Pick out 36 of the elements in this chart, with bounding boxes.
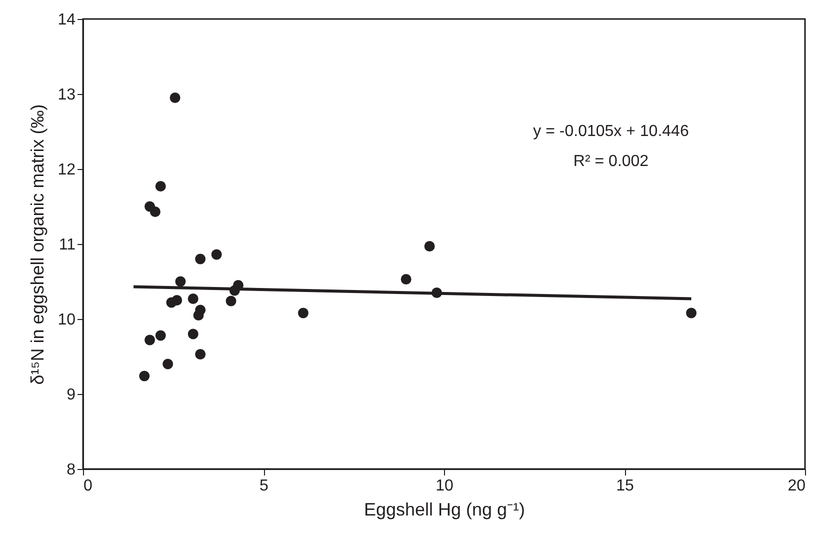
y-tick-label: 12 [58, 162, 76, 178]
point [195, 254, 206, 264]
y-tick-label: 11 [58, 236, 76, 254]
point [226, 296, 236, 306]
point [144, 334, 156, 346]
point [400, 274, 412, 284]
point [686, 308, 697, 318]
y-tick-label: 14 [58, 12, 76, 28]
x-tick-label: 15 [616, 478, 634, 494]
point [195, 349, 206, 360]
y-tick-label: 10 [58, 312, 76, 328]
y-axis-title: δ¹⁵N in eggshell organic matrix (‰) [28, 104, 48, 385]
point [155, 330, 166, 341]
point [188, 328, 198, 340]
x-tick-label: 20 [788, 478, 806, 494]
annotation: y = -0.0105x + 10.446 [533, 123, 689, 140]
point [150, 206, 160, 217]
x-axis-title: Eggshell Hg (ng g⁻¹) [364, 500, 526, 520]
point [424, 241, 435, 252]
point [162, 358, 174, 370]
annotation: R² = 0.002 [573, 153, 649, 170]
x-tick-label: 0 [84, 478, 92, 494]
point [155, 181, 166, 192]
point [170, 92, 180, 103]
y-tick-label: 13 [58, 86, 76, 104]
y-tick-label: 8 [66, 462, 76, 478]
point [139, 370, 150, 382]
point [298, 308, 308, 318]
x-tick-label: 10 [436, 478, 454, 494]
point [193, 310, 204, 320]
point [211, 249, 222, 260]
point [166, 297, 177, 308]
point [175, 276, 186, 287]
y-tick-label: 9 [66, 386, 76, 404]
x-tick-label: 5 [260, 478, 269, 494]
point [188, 294, 198, 304]
